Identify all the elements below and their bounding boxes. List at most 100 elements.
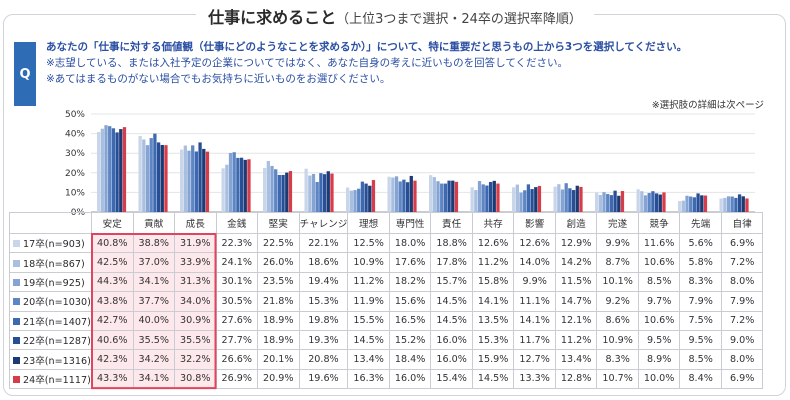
bar [636, 189, 640, 212]
data-label: 14.1% [513, 310, 556, 331]
data-label: 40.0% [132, 310, 175, 331]
data-label: 27.7% [215, 329, 258, 351]
bar [530, 189, 534, 212]
table-row: 18卒(n=867) 42.5% 37.0% 33.9% 24.1% 26.0% 18.6%… [9, 252, 764, 273]
bar [678, 201, 682, 212]
bar [519, 192, 523, 212]
bar [183, 145, 187, 212]
series-label: 24卒(n=1117) [9, 368, 92, 390]
data-label: 33.9% [174, 252, 217, 273]
bar [357, 188, 361, 212]
data-label: 15.3% [298, 291, 349, 312]
data-label: 16.0% [430, 349, 473, 370]
bar [534, 187, 538, 212]
data-label: 7.9% [679, 291, 722, 312]
data-label: 8.7% [596, 252, 639, 273]
bar [115, 132, 119, 212]
data-label: 20.1% [257, 349, 300, 370]
bar [360, 181, 365, 212]
bar [537, 185, 542, 212]
bar [225, 164, 229, 212]
bar [485, 185, 489, 212]
bar [454, 181, 459, 212]
data-label: 34.1% [132, 271, 175, 293]
data-label: 8.9% [637, 349, 681, 370]
bar [481, 184, 485, 212]
series-name: 17卒(n=903) [23, 239, 85, 251]
data-label: 32.2% [174, 349, 217, 370]
data-label: 38.8% [132, 232, 175, 254]
bar [194, 151, 199, 212]
data-label: 12.5% [347, 232, 390, 254]
data-label: 18.4% [388, 349, 432, 370]
data-label: 9.0% [720, 329, 764, 351]
y-tick-label: 40% [65, 130, 85, 140]
data-label: 6.9% [720, 232, 764, 254]
category-label: 自律 [720, 212, 764, 234]
data-label: 22.3% [215, 232, 258, 254]
table-corner [9, 212, 92, 234]
bar [349, 190, 353, 212]
bar [689, 196, 693, 212]
data-label: 14.5% [430, 291, 473, 312]
data-label: 8.4% [679, 368, 722, 390]
bar [654, 193, 659, 212]
bar [700, 195, 704, 212]
bar [104, 125, 108, 212]
data-label: 19.6% [298, 368, 349, 390]
bar [409, 175, 413, 212]
data-label: 9.9% [513, 271, 556, 293]
table-row: 19卒(n=925) 44.3% 34.1% 31.3% 30.1% 23.5% 19.4%… [9, 271, 764, 293]
bar [429, 175, 433, 212]
data-label: 43.3% [91, 368, 134, 390]
data-label: 11.5% [554, 271, 598, 293]
data-label: 11.1% [513, 291, 556, 312]
bar [696, 193, 700, 212]
bar [145, 145, 150, 212]
series-name: 22卒(n=1287) [23, 336, 91, 348]
bar [609, 195, 614, 212]
bar [443, 183, 448, 212]
data-label: 14.2% [554, 252, 598, 273]
data-label: 11.7% [513, 329, 556, 351]
data-label: 16.5% [388, 310, 432, 331]
bar [526, 184, 531, 212]
data-label: 10.7% [596, 368, 639, 390]
legend-swatch [13, 356, 20, 364]
bar [311, 173, 316, 212]
title-sub: （上位3つまで選択・24卒の選択率降順） [336, 12, 582, 27]
bar [651, 191, 655, 212]
bar [568, 188, 572, 212]
data-label: 27.6% [215, 310, 258, 331]
bar [138, 135, 142, 212]
data-label: 26.9% [215, 368, 258, 390]
category-label: 責任 [430, 212, 473, 234]
bar [598, 194, 602, 212]
bar [180, 149, 184, 212]
data-label: 26.6% [215, 349, 258, 370]
title-main: 仕事に求めること [208, 8, 337, 27]
bar [560, 189, 565, 212]
category-label: 先端 [679, 212, 722, 234]
bar [405, 182, 410, 212]
data-label: 11.9% [347, 291, 390, 312]
bar [187, 150, 191, 212]
data-label: 15.7% [430, 271, 473, 293]
data-label: 11.2% [471, 252, 515, 273]
bar [737, 194, 742, 212]
series-label: 22卒(n=1287) [9, 329, 92, 351]
table-row: 21卒(n=1407) 42.7% 40.0% 30.9% 27.6% 18.9% 19.8… [9, 310, 764, 331]
legend-swatch [13, 259, 20, 267]
data-label: 14.5% [347, 329, 390, 351]
question-main: あなたの「仕事に対する価値観（仕事にどのようなことを求めるか）」について、特に重… [46, 41, 688, 53]
bar [308, 175, 312, 212]
category-label: 競争 [637, 212, 681, 234]
series-label: 18卒(n=867) [9, 252, 92, 273]
bar [281, 174, 285, 212]
bar [692, 197, 697, 212]
bar [153, 133, 157, 212]
data-label: 15.8% [471, 271, 515, 293]
bar [315, 182, 319, 212]
bar [263, 167, 267, 212]
bar [236, 157, 240, 212]
